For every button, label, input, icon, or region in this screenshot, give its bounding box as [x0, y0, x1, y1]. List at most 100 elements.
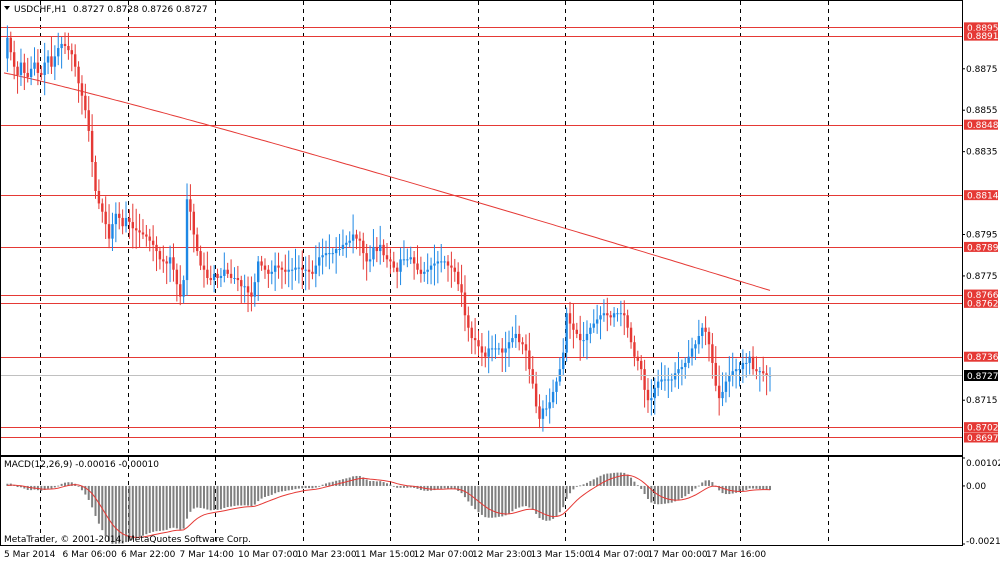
macd-bar [365, 479, 368, 486]
macd-bar [67, 482, 70, 486]
candle-body [53, 56, 57, 67]
macd-bar [691, 485, 694, 492]
macd-bar [84, 485, 87, 495]
candle-body [314, 265, 318, 274]
candle-body [551, 391, 555, 403]
candle-body [182, 280, 185, 297]
macd-bar [253, 485, 256, 505]
candle-body [714, 362, 717, 386]
candle-body [358, 238, 362, 241]
candle-body [6, 37, 9, 59]
candle-body [114, 213, 118, 225]
candle-body [497, 348, 501, 350]
time-tick-label: 6 Mar 22:00 [121, 550, 176, 560]
macd-bar [616, 472, 619, 486]
macd-bar [16, 485, 19, 488]
candle-body [419, 269, 423, 274]
candle-body [751, 356, 755, 370]
macd-bar [552, 485, 555, 519]
level-price-box [964, 422, 998, 433]
macd-bar [460, 485, 463, 494]
macd-bar [230, 485, 233, 507]
macd-bar [684, 485, 687, 497]
candle-body [697, 336, 701, 345]
macd-bar [555, 485, 558, 517]
macd-bar [308, 485, 311, 489]
candle-body [538, 406, 541, 419]
candle-body [602, 313, 606, 316]
candle-body [351, 234, 355, 241]
candle-body [273, 265, 277, 272]
macd-bar [277, 485, 280, 493]
macd-bar [386, 483, 388, 486]
candle-body [731, 371, 734, 376]
candle-body [318, 257, 321, 266]
macd-bar [494, 485, 497, 518]
macd-bar [711, 482, 714, 486]
candle-body [487, 348, 490, 357]
candle-body [660, 379, 663, 382]
macd-bar [60, 483, 63, 486]
macd-bar [721, 485, 724, 494]
macd-bar [328, 482, 331, 486]
time-tick-label: 13 Mar 15:00 [531, 550, 591, 560]
macd-bar [304, 485, 307, 489]
candle-body [158, 251, 162, 260]
candle-body [528, 350, 531, 370]
candle-body [250, 292, 253, 297]
candle-body [694, 344, 697, 349]
macd-bar [477, 485, 480, 513]
macd-bar [141, 485, 144, 536]
macd-bar [138, 485, 141, 538]
candle-body [541, 408, 545, 419]
candle-body [134, 228, 138, 231]
candle-body [94, 162, 97, 191]
macd-bar [623, 472, 626, 486]
macd-bar [457, 485, 460, 491]
candle-body [19, 62, 23, 75]
macd-tick-label: -0.00212 [966, 537, 1000, 547]
chart-header: USDCHF,H1 0.8727 0.8728 0.8726 0.8727 [4, 5, 208, 15]
candle-body [578, 333, 582, 341]
symbol-label: USDCHF,H1 [14, 5, 67, 15]
copyright-label: MetaTrader, © 2001-2014, MetaQuotes Soft… [4, 535, 251, 545]
time-tick-label: 10 Mar 07:00 [238, 550, 298, 560]
macd-bar [548, 485, 551, 521]
macd-bar [738, 485, 741, 493]
candle-body [267, 269, 270, 274]
macd-signal-line [7, 474, 771, 538]
macd-bar [670, 485, 673, 503]
macd-bar [202, 485, 205, 509]
candle-body [704, 327, 707, 332]
price-tick-label: 0.8835 [966, 148, 998, 158]
price-tick-label: 0.8855 [966, 106, 998, 116]
macd-bar [497, 485, 500, 517]
candle-body [80, 83, 84, 96]
candle-body [192, 211, 196, 235]
time-tick-label: 12 Mar 07:00 [414, 550, 474, 560]
candle-body [212, 273, 216, 281]
candle-body [297, 267, 301, 269]
macd-bar [179, 485, 182, 530]
caret-down-icon[interactable] [4, 6, 10, 10]
macd-bar [741, 485, 744, 491]
candle-body [738, 369, 741, 371]
macd-bar [667, 485, 670, 504]
level-price-label: 0.8702 [967, 424, 999, 434]
candle-body [534, 383, 538, 407]
candle-body [84, 95, 87, 111]
candle-body [324, 253, 328, 256]
candle-body [684, 362, 687, 368]
macd-bar [148, 485, 151, 533]
macd-histogram [6, 472, 771, 544]
macd-bar [223, 485, 226, 508]
candle-body [23, 62, 26, 73]
candle-body [728, 375, 731, 382]
macd-bar [270, 485, 273, 495]
candle-body [46, 56, 50, 63]
candle-body [12, 52, 16, 67]
signal-line [7, 474, 771, 538]
macd-bar [731, 485, 734, 494]
macd-bar [430, 485, 433, 491]
